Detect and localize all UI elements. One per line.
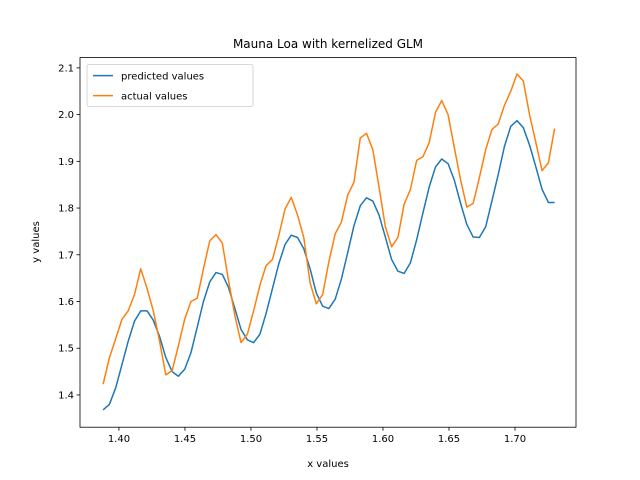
- legend-label: predicted values: [121, 72, 204, 83]
- x-tick-label: 1.50: [240, 434, 262, 445]
- plot-frame: [79, 57, 577, 428]
- y-tick-label: 2.1: [58, 63, 74, 74]
- y-axis-label: y values: [31, 221, 42, 263]
- line-series: [102, 73, 556, 385]
- legend-box: [86, 64, 254, 107]
- x-tick-label: 1.70: [504, 434, 526, 445]
- x-tick-label: 1.60: [372, 434, 394, 445]
- y-tick-label: 1.9: [58, 157, 74, 168]
- legend-label: actual values: [121, 92, 188, 103]
- y-tick-label: 1.7: [58, 250, 74, 261]
- chart-title: Mauna Loa with kernelized GLM: [233, 37, 423, 51]
- y-tick-label: 1.5: [58, 344, 74, 355]
- x-tick-label: 1.40: [108, 434, 130, 445]
- x-tick-label: 1.55: [306, 434, 328, 445]
- legend: predicted values actual values: [86, 64, 254, 107]
- x-tick-label: 1.65: [438, 434, 460, 445]
- y-tick-label: 1.8: [58, 204, 74, 215]
- y-tick-label: 2.0: [58, 110, 74, 121]
- x-axis-label: x values: [307, 459, 349, 470]
- y-tick-label: 1.6: [58, 297, 74, 308]
- x-tick-label: 1.45: [174, 434, 196, 445]
- y-tick-label: 1.4: [58, 390, 74, 401]
- line-series: [102, 119, 555, 411]
